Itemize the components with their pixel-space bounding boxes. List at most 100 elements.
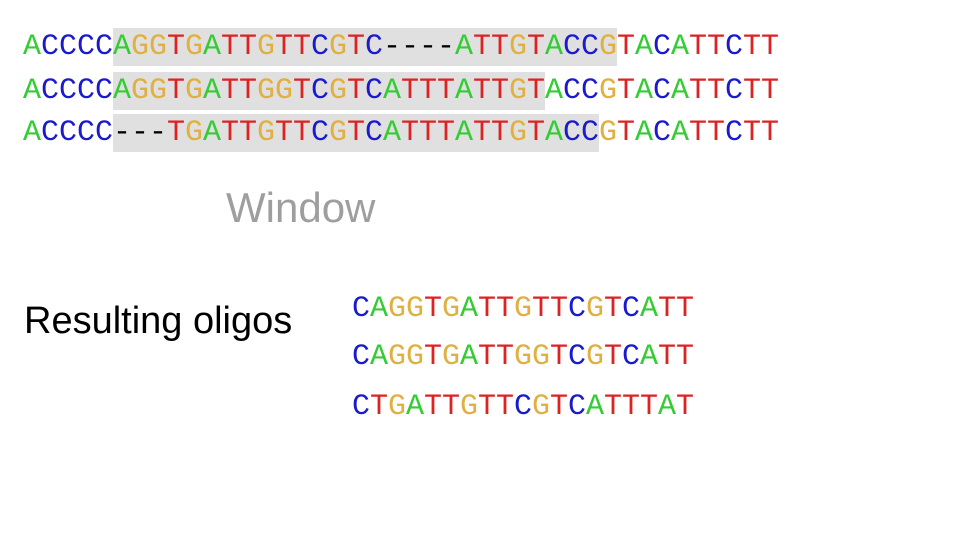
nucleotide: C [653,74,672,108]
nucleotide: A [23,74,42,108]
nucleotide: C [725,30,744,64]
nucleotide: A [635,74,654,108]
nucleotide: T [658,340,677,374]
nucleotide: T [527,114,546,152]
nucleotide: G [275,72,294,110]
nucleotide: T [239,28,258,66]
nucleotide: C [581,28,600,66]
nucleotide: A [455,72,474,110]
nucleotide: T [424,390,443,424]
nucleotide: A [23,116,42,150]
nucleotide: A [640,340,659,374]
nucleotide: T [604,390,623,424]
nucleotide: C [95,116,114,150]
nucleotide: C [653,30,672,64]
nucleotide: C [59,116,78,150]
nucleotide: A [113,28,132,66]
nucleotide: G [329,114,348,152]
nucleotide: C [352,340,371,374]
nucleotide: G [586,292,605,326]
nucleotide: T [370,390,389,424]
nucleotide: T [401,114,420,152]
nucleotide: T [293,28,312,66]
oligo-2: CAGGTGATTGGTCGTCATT [352,338,694,376]
nucleotide: G [406,340,425,374]
nucleotide: G [149,72,168,110]
nucleotide: G [509,114,528,152]
nucleotide: T [496,390,515,424]
nucleotide: A [460,292,479,326]
nucleotide: T [676,292,695,326]
nucleotide: A [383,72,402,110]
nucleotide: T [275,114,294,152]
nucleotide: G [406,292,425,326]
nucleotide: G [329,72,348,110]
alignment-row-1: ACCCCAGGTGATTGTTCGTC----ATTGTACCGTACATTC… [23,28,779,66]
nucleotide: G [257,114,276,152]
nucleotide: G [257,72,276,110]
oligo-3: CTGATTGTTCGTCATTTAT [352,388,694,426]
nucleotide: A [370,292,389,326]
nucleotide: T [478,292,497,326]
nucleotide: A [460,340,479,374]
nucleotide: G [586,340,605,374]
nucleotide: T [293,114,312,152]
nucleotide: T [167,28,186,66]
nucleotide: T [532,292,551,326]
nucleotide: G [514,292,533,326]
nucleotide: T [707,116,726,150]
nucleotide: T [496,340,515,374]
nucleotide: G [460,390,479,424]
nucleotide: T [604,340,623,374]
nucleotide: G [442,340,461,374]
nucleotide: C [365,28,384,66]
nucleotide: - [149,114,168,152]
nucleotide: C [311,28,330,66]
nucleotide: C [563,114,582,152]
nucleotide: T [347,114,366,152]
nucleotide: T [617,30,636,64]
nucleotide: T [527,28,546,66]
nucleotide: T [437,72,456,110]
nucleotide: A [455,114,474,152]
nucleotide: C [352,390,371,424]
nucleotide: T [293,72,312,110]
nucleotide: A [370,340,389,374]
nucleotide: C [622,292,641,326]
nucleotide: T [437,114,456,152]
nucleotide: C [59,74,78,108]
nucleotide: T [707,30,726,64]
nucleotide: T [676,390,695,424]
nucleotide: T [743,74,762,108]
nucleotide: A [203,28,222,66]
nucleotide: C [725,74,744,108]
nucleotide: G [257,28,276,66]
nucleotide: C [311,114,330,152]
nucleotide: T [689,30,708,64]
nucleotide: - [437,28,456,66]
nucleotide: T [347,72,366,110]
nucleotide: C [95,30,114,64]
nucleotide: T [221,114,240,152]
alignment-row-2: ACCCCAGGTGATTGGTCGTCATTTATTGTACCGTACATTC… [23,72,779,110]
nucleotide: C [41,30,60,64]
nucleotide: C [77,116,96,150]
nucleotide: G [509,28,528,66]
nucleotide: T [527,72,546,110]
window-label: Window [226,184,376,231]
nucleotide: - [401,28,420,66]
nucleotide: G [599,28,618,66]
nucleotide: T [496,292,515,326]
alignment-row-3: ACCCC---TGATTGTTCGTCATTTATTGTACCGTACATTC… [23,114,779,152]
nucleotide: - [113,114,132,152]
nucleotide: A [586,390,605,424]
nucleotide: T [550,340,569,374]
nucleotide: T [604,292,623,326]
nucleotide: T [617,74,636,108]
nucleotide: A [635,30,654,64]
nucleotide: T [478,390,497,424]
nucleotide: T [473,72,492,110]
nucleotide: A [671,116,690,150]
nucleotide: C [59,30,78,64]
oligo-1: CAGGTGATTGTTCGTCATT [352,290,694,328]
